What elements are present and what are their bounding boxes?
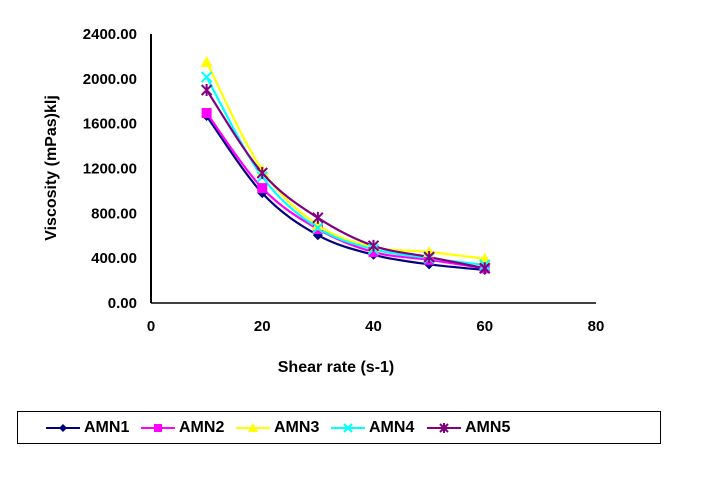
legend: AMN1 AMN2 AMN3 AMN4 AMN5: [17, 411, 661, 444]
data-point-amn2: [201, 108, 212, 119]
x-tick-label: 40: [365, 318, 382, 335]
legend-swatch-star-icon: [427, 422, 461, 433]
x-tick-label: 80: [588, 318, 605, 335]
series-line-amn1: [205, 115, 485, 272]
legend-swatch-triangle-icon: [236, 422, 270, 432]
data-point-amn5: [367, 239, 380, 252]
x-tick-label: 20: [254, 318, 271, 335]
series-markers: [200, 56, 491, 275]
legend-label: AMN4: [369, 418, 415, 436]
data-point-amn5: [479, 262, 491, 275]
y-tick-label: 2400.00: [83, 26, 137, 43]
legend-item-amn5: AMN5: [427, 412, 510, 443]
legend-swatch-x-icon: [331, 422, 365, 433]
x-tick-label: 60: [476, 318, 493, 335]
x-tick-label: 0: [147, 318, 155, 335]
data-point-amn5: [312, 211, 324, 224]
y-tick-label: 0.00: [108, 295, 137, 312]
series-lines: [205, 61, 485, 272]
legend-swatch-diamond-icon: [46, 423, 80, 432]
legend-marker-icon: [343, 422, 353, 433]
data-point-amn5: [200, 84, 213, 97]
data-point-amn2: [368, 247, 379, 258]
data-point-amn4: [312, 222, 324, 234]
legend-marker-icon: [248, 422, 258, 432]
legend-marker-icon: [59, 423, 67, 432]
legend-label: AMN5: [465, 418, 511, 436]
x-axis-title: Shear rate (s-1): [278, 359, 395, 376]
series-line-amn2: [205, 112, 485, 270]
y-tick-label: 1200.00: [83, 161, 137, 178]
y-tick-label: 400.00: [91, 250, 137, 267]
y-tick-labels: 0.00 400.00 800.00 1200.00 1600.00 2000.00 240…: [83, 26, 137, 312]
legend-label: AMN2: [179, 418, 225, 436]
y-tick-label: 2000.00: [83, 71, 137, 88]
legend-item-amn1: AMN1: [46, 412, 129, 443]
series-line-amn3: [205, 61, 485, 260]
legend-marker-icon: [439, 422, 449, 433]
data-point-amn5: [256, 166, 268, 179]
data-point-amn3: [200, 56, 213, 68]
legend-item-amn3: AMN3: [236, 412, 319, 443]
legend-item-amn4: AMN4: [331, 412, 414, 443]
data-point-amn2: [257, 183, 268, 194]
data-point-amn3: [311, 219, 324, 231]
y-axis-title: Viscosity (mPas)klj: [43, 95, 60, 241]
axes: [150, 34, 596, 304]
legend-swatch-square-icon: [141, 423, 175, 432]
y-tick-label: 800.00: [91, 205, 137, 222]
legend-item-amn2: AMN2: [141, 412, 224, 443]
legend-label: AMN3: [274, 418, 320, 436]
x-tick-labels: 0 20 40 60 80: [147, 318, 605, 335]
legend-label: AMN1: [84, 418, 130, 436]
legend-marker-icon: [154, 423, 162, 432]
data-point-amn4: [200, 71, 213, 83]
data-point-amn5: [423, 251, 435, 264]
y-tick-label: 1600.00: [83, 116, 137, 133]
